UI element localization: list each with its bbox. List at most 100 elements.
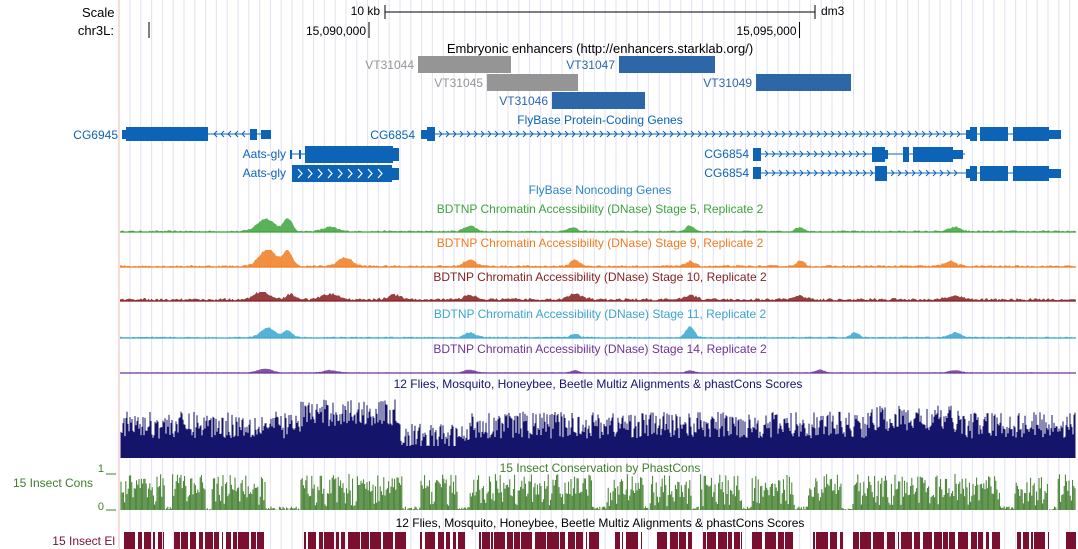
conserved-element[interactable] bbox=[707, 532, 716, 549]
conserved-element[interactable] bbox=[158, 532, 162, 549]
gene-exon[interactable] bbox=[427, 127, 435, 141]
conserved-element[interactable] bbox=[420, 532, 422, 549]
conserved-element[interactable] bbox=[589, 532, 599, 549]
gene-exon[interactable] bbox=[126, 127, 208, 141]
enhancer-label[interactable]: VT31045 bbox=[434, 76, 483, 90]
multiz-track-title[interactable]: 12 Flies, Mosquito, Honeybee, Beetle Mul… bbox=[394, 377, 803, 391]
conserved-element[interactable] bbox=[438, 532, 444, 549]
conserved-element[interactable] bbox=[138, 532, 142, 549]
conserved-element[interactable] bbox=[174, 532, 180, 549]
conserved-element[interactable] bbox=[494, 532, 505, 549]
conserved-element[interactable] bbox=[568, 532, 575, 549]
enhancer-feature[interactable] bbox=[619, 56, 715, 73]
gene-label-cg6854-3[interactable]: CG6854 bbox=[704, 166, 749, 180]
gene-exon[interactable] bbox=[953, 150, 963, 159]
conserved-element[interactable] bbox=[479, 532, 481, 549]
dnase-signal[interactable] bbox=[120, 326, 1076, 338]
conserved-element[interactable] bbox=[205, 532, 213, 549]
gene-exon[interactable] bbox=[966, 130, 970, 139]
gene-exon[interactable] bbox=[980, 127, 1008, 141]
gene-label-aats-gly[interactable]: Aats-gly bbox=[243, 147, 286, 161]
conserved-element[interactable] bbox=[576, 532, 583, 549]
gene-exon[interactable] bbox=[393, 148, 399, 161]
enhancer-label[interactable]: VT31047 bbox=[566, 58, 615, 72]
enhancer-label[interactable]: VT31044 bbox=[365, 58, 414, 72]
gene-exon[interactable] bbox=[970, 127, 977, 141]
gene-exon[interactable] bbox=[1049, 169, 1061, 178]
conserved-element[interactable] bbox=[641, 532, 642, 549]
gene-exon[interactable] bbox=[753, 148, 761, 161]
conserved-element[interactable] bbox=[124, 532, 135, 549]
multiz-conservation-track[interactable] bbox=[120, 399, 1076, 459]
conserved-element[interactable] bbox=[304, 532, 306, 549]
phastcons-track[interactable] bbox=[120, 474, 1076, 510]
elements-side-label[interactable]: 15 Insect El bbox=[52, 534, 115, 548]
enhancer-feature[interactable] bbox=[756, 74, 851, 91]
dnase-stage5-title[interactable]: BDTNP Chromatin Accessibility (DNase) St… bbox=[437, 202, 764, 216]
conserved-element[interactable] bbox=[1031, 532, 1033, 549]
conserved-element[interactable] bbox=[622, 532, 623, 549]
conserved-element[interactable] bbox=[778, 532, 784, 549]
conserved-element[interactable] bbox=[446, 532, 450, 549]
conserved-element[interactable] bbox=[233, 532, 237, 549]
conserved-element[interactable] bbox=[1017, 532, 1021, 549]
conserved-element[interactable] bbox=[670, 532, 678, 549]
conserved-element[interactable] bbox=[1023, 532, 1029, 549]
conserved-element[interactable] bbox=[840, 532, 843, 549]
gene-label-cg6854-2[interactable]: CG6854 bbox=[704, 147, 749, 161]
phastcons-side-label[interactable]: 15 Insect Cons bbox=[13, 476, 93, 490]
conserved-element[interactable] bbox=[923, 532, 932, 549]
gene-exon[interactable] bbox=[305, 146, 393, 163]
enhancer-feature[interactable] bbox=[418, 56, 511, 73]
conserved-element[interactable] bbox=[319, 532, 323, 549]
gene-exon[interactable] bbox=[261, 130, 271, 139]
conserved-element[interactable] bbox=[934, 532, 942, 549]
conserved-element[interactable] bbox=[370, 532, 381, 549]
enhancer-feature[interactable] bbox=[487, 74, 578, 91]
conserved-element[interactable] bbox=[521, 532, 532, 549]
elements-track-title[interactable]: 12 Flies, Mosquito, Honeybee, Beetle Mul… bbox=[396, 516, 805, 530]
enhancers-track[interactable]: VT31044 VT31045 VT31046 VT31047 VT31049 bbox=[365, 56, 851, 109]
conserved-element[interactable] bbox=[741, 532, 742, 549]
conserved-element[interactable] bbox=[482, 532, 490, 549]
gene-exon[interactable] bbox=[392, 168, 399, 180]
conserved-element[interactable] bbox=[144, 532, 151, 549]
conserved-element[interactable] bbox=[458, 532, 465, 549]
coding-genes-track-title[interactable]: FlyBase Protein-Coding Genes bbox=[517, 113, 682, 127]
conserved-element[interactable] bbox=[830, 532, 837, 549]
conserved-element[interactable] bbox=[734, 532, 740, 549]
noncoding-genes-track-title[interactable]: FlyBase Noncoding Genes bbox=[529, 183, 672, 197]
gene-exon[interactable] bbox=[290, 150, 292, 159]
conserved-element[interactable] bbox=[453, 532, 456, 549]
gene-exon[interactable] bbox=[966, 169, 970, 178]
enhancer-feature[interactable] bbox=[552, 92, 645, 109]
gene-label-cg6854[interactable]: CG6854 bbox=[370, 128, 415, 142]
dnase-stage11-title[interactable]: BDTNP Chromatin Accessibility (DNase) St… bbox=[434, 307, 767, 321]
conserved-element[interactable] bbox=[873, 532, 884, 549]
dnase-stage9-title[interactable]: BDTNP Chromatin Accessibility (DNase) St… bbox=[437, 236, 764, 250]
conserved-element[interactable] bbox=[324, 532, 334, 549]
gene-exon[interactable] bbox=[903, 147, 909, 162]
conserved-element[interactable] bbox=[728, 532, 732, 549]
conserved-element[interactable] bbox=[615, 532, 620, 549]
conserved-element[interactable] bbox=[752, 532, 762, 549]
gene-exon[interactable] bbox=[753, 167, 761, 179]
dnase-signal-tracks[interactable] bbox=[120, 218, 1076, 374]
conserved-element[interactable] bbox=[860, 532, 871, 549]
conserved-element[interactable] bbox=[971, 532, 977, 549]
gene-exon[interactable] bbox=[122, 130, 126, 139]
conserved-element[interactable] bbox=[491, 532, 493, 549]
conserved-element[interactable] bbox=[887, 532, 895, 549]
dnase-stage10-title[interactable]: BDTNP Chromatin Accessibility (DNase) St… bbox=[433, 270, 767, 284]
conserved-element[interactable] bbox=[679, 532, 686, 549]
conserved-element[interactable] bbox=[1048, 532, 1049, 549]
gene-label-aats-gly-2[interactable]: Aats-gly bbox=[243, 166, 286, 180]
conserved-element[interactable] bbox=[949, 532, 955, 549]
conserved-element[interactable] bbox=[1066, 532, 1076, 549]
enhancer-label[interactable]: VT31046 bbox=[499, 94, 548, 108]
conserved-element[interactable] bbox=[560, 532, 565, 549]
conserved-element[interactable] bbox=[986, 532, 989, 549]
conserved-element[interactable] bbox=[361, 532, 369, 549]
conserved-element[interactable] bbox=[181, 532, 188, 549]
phastcons-histogram[interactable] bbox=[120, 474, 1076, 510]
